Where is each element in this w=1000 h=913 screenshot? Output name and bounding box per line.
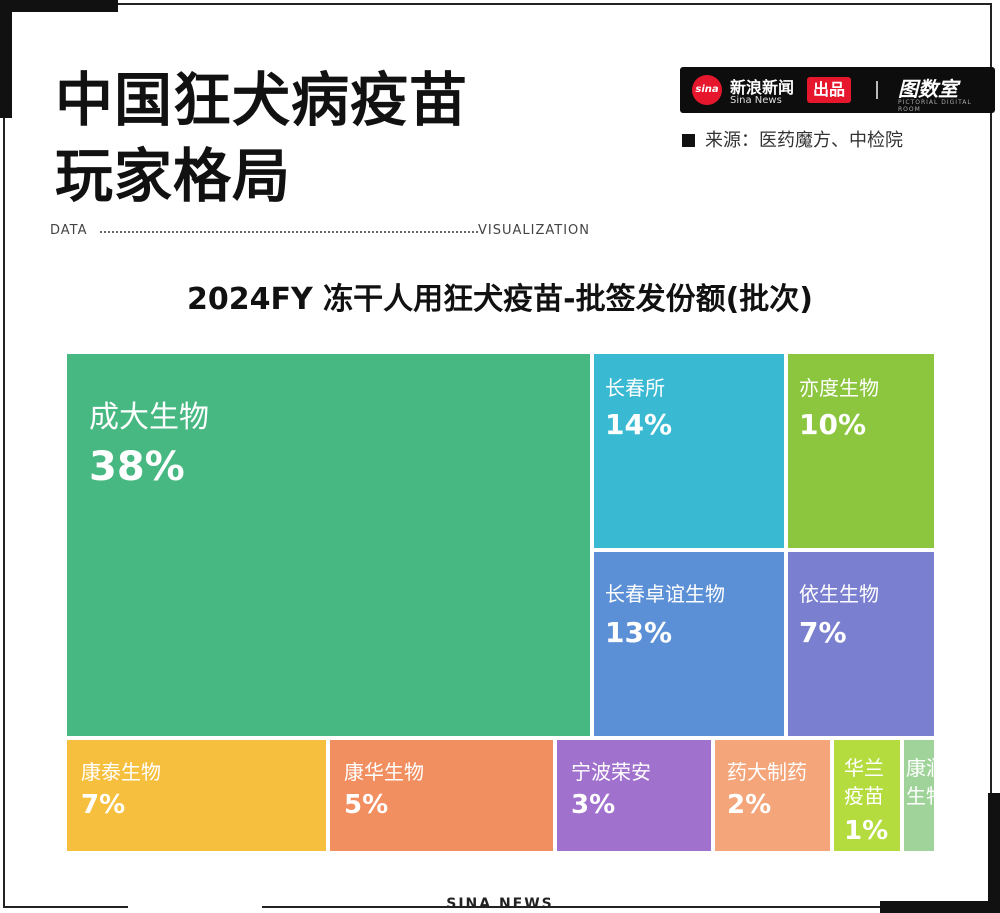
square-bullet-icon — [682, 134, 695, 147]
brand-name-cn: 新浪新闻 — [730, 78, 795, 97]
frame-corner-bottom-right — [988, 793, 1000, 913]
treemap-tile: 长春所 14% — [594, 354, 784, 548]
treemap-tile-name: 长春所 — [605, 376, 665, 400]
brand-divider — [876, 81, 878, 99]
treemap-tile: 华兰疫苗 1% — [834, 740, 900, 851]
frame-line-top — [118, 3, 990, 5]
treemap-tile: 宁波荣安 3% — [557, 740, 711, 851]
treemap-tile-name: 宁波荣安 — [571, 760, 651, 784]
page-title-line-1: 中国狂犬病疫苗 — [55, 66, 469, 134]
treemap-tile-percent: 13% — [605, 616, 673, 649]
frame-line-bottom-right — [262, 906, 880, 908]
data-visualization-divider: DATA VISUALIZATION — [50, 223, 590, 239]
treemap-tile: 康华生物 5% — [330, 740, 553, 851]
data-label: DATA — [50, 223, 88, 238]
source-note: 来源：医药魔方、中检院 — [682, 126, 903, 152]
treemap-tile-name: 成大生物 — [89, 400, 209, 435]
page-title-line-2: 玩家格局 — [55, 142, 292, 210]
treemap-tile-name: 康润生物 — [906, 756, 946, 808]
source-text: 来源：医药魔方、中检院 — [705, 130, 903, 151]
treemap-tile: 依生生物 7% — [788, 552, 934, 736]
treemap-tile-percent: 2% — [727, 790, 772, 820]
frame-corner-bottom-right-horizontal — [880, 901, 1000, 913]
brand-badge: 出品 — [807, 77, 852, 103]
treemap-tile: 亦度生物 10% — [788, 354, 934, 548]
page-title: 中国狂犬病疫苗 玩家格局 — [55, 62, 468, 214]
treemap-tile-percent: 1% — [844, 816, 889, 846]
treemap-tile-name: 康泰生物 — [81, 760, 161, 784]
partner-logo: 图数室 — [898, 77, 958, 101]
treemap-tile-name: 华兰疫苗 — [844, 756, 884, 808]
treemap-tile-percent: 14% — [605, 408, 673, 441]
visualization-label: VISUALIZATION — [478, 223, 590, 238]
treemap-tile: 成大生物 38% — [67, 354, 590, 736]
treemap-tile-percent: 38% — [89, 444, 185, 490]
frame-line-bottom-left — [3, 906, 128, 908]
frame-corner-top-left — [0, 0, 118, 12]
brand-bar: sina 新浪新闻 Sina News 出品 图数室 PICTORIAL DIG… — [680, 67, 995, 113]
treemap-tile-name: 长春卓谊生物 — [605, 582, 725, 606]
treemap-tile: 康润生物 — [904, 740, 946, 851]
treemap-tile-percent: 3% — [571, 790, 616, 820]
treemap-tile: 长春卓谊生物 13% — [594, 552, 784, 736]
sina-logo-icon: sina — [692, 75, 722, 105]
frame-corner-top-left-vertical — [0, 0, 12, 118]
frame-line-left — [3, 118, 5, 908]
treemap-tile: 药大制药 2% — [715, 740, 830, 851]
treemap-tile-name: 药大制药 — [727, 760, 807, 784]
chart-title: 2024FY 冻干人用狂犬疫苗-批签发份额(批次) — [186, 282, 814, 317]
treemap-tile-percent: 10% — [799, 408, 867, 441]
treemap-tile-percent: 5% — [344, 790, 389, 820]
treemap-tile-percent: 7% — [81, 790, 126, 820]
treemap-tile: 康泰生物 7% — [67, 740, 326, 851]
footer-brand: SINA NEWS — [446, 896, 554, 912]
dotted-divider — [100, 231, 478, 233]
treemap-tile-name: 依生生物 — [799, 582, 879, 606]
frame-line-right — [990, 3, 992, 793]
treemap-tile-name: 亦度生物 — [799, 376, 879, 400]
treemap-tile-percent: 7% — [799, 616, 847, 649]
treemap-tile-name: 康华生物 — [344, 760, 424, 784]
brand-name-en: Sina News — [730, 95, 782, 106]
partner-logo-subtitle: PICTORIAL DIGITAL ROOM — [898, 99, 972, 113]
